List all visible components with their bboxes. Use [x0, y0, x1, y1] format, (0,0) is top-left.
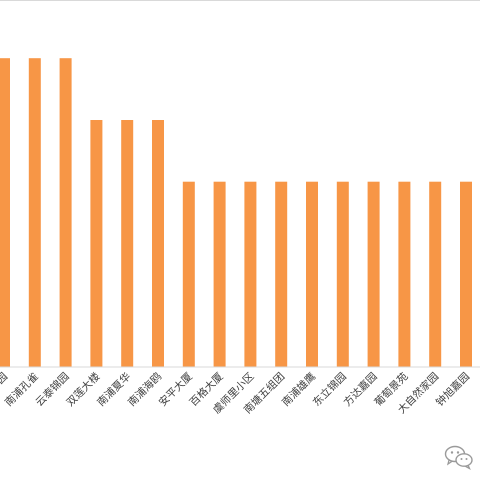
x-tick-labels: 园南浦孔雀云泰锦园双莲大楼南浦夏华南浦海鸥安平大厦百格大厦虞师里小区南塘五组团南… — [0, 370, 480, 417]
x-tick-label: 钟旭嘉园 — [433, 370, 472, 409]
bar — [152, 120, 164, 367]
bar — [429, 181, 442, 367]
bar — [367, 181, 380, 367]
chart-top-border — [0, 0, 480, 1]
bar-series — [0, 58, 472, 367]
bar — [460, 181, 472, 367]
bar — [398, 181, 411, 367]
bar — [0, 58, 10, 367]
bar — [244, 181, 257, 367]
bar — [213, 181, 226, 367]
bar — [182, 181, 195, 367]
wechat-icon — [444, 445, 473, 470]
bar — [90, 120, 103, 367]
bar — [275, 181, 288, 367]
bar — [28, 58, 41, 367]
bar — [59, 58, 72, 367]
x-tick-label: 园 — [0, 371, 10, 387]
bar — [336, 181, 349, 367]
bar — [121, 120, 134, 367]
bar — [306, 181, 318, 367]
